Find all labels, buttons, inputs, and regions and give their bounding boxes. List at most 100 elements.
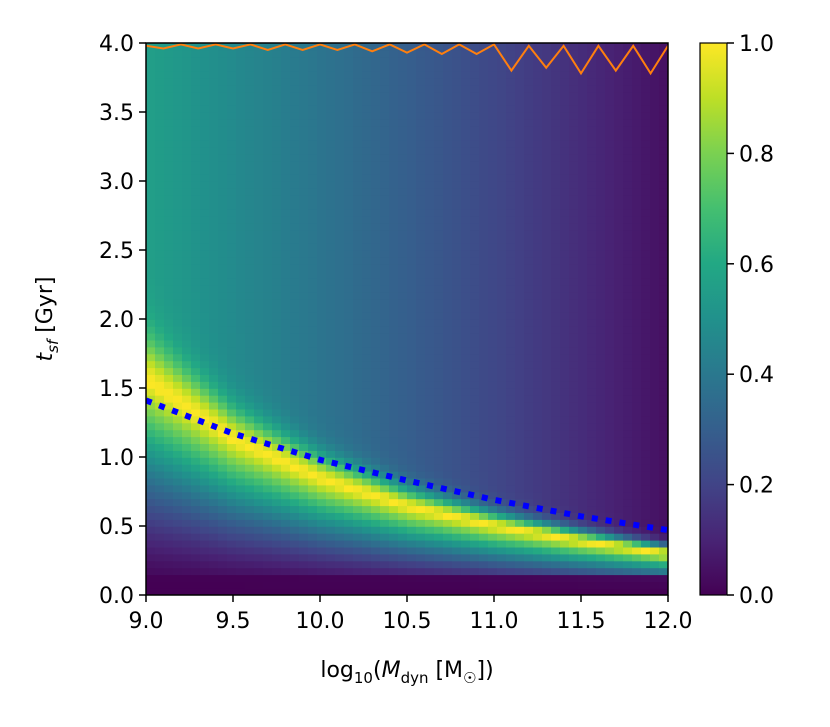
heatmap-cell (299, 450, 309, 458)
heatmap-cell (335, 581, 345, 589)
heatmap-cell (191, 77, 201, 86)
heatmap-cell (659, 567, 668, 576)
heatmap-cell (416, 201, 426, 210)
heatmap-cell (524, 298, 534, 306)
heatmap-cell (146, 270, 156, 279)
heatmap-cell (443, 146, 453, 155)
heatmap-cell (281, 491, 291, 500)
heatmap-cell (362, 215, 372, 224)
heatmap-cell (497, 298, 507, 306)
heatmap-cell (344, 49, 354, 58)
heatmap-cell (281, 553, 291, 562)
heatmap-cell (272, 98, 282, 106)
heatmap-cell (389, 243, 399, 251)
heatmap-cell (227, 553, 237, 562)
heatmap-cell (650, 77, 660, 86)
heatmap-cell (434, 553, 444, 562)
heatmap-cell (398, 332, 408, 341)
heatmap-cell (434, 505, 444, 513)
heatmap-cell (605, 105, 615, 113)
heatmap-cell (407, 181, 417, 189)
heatmap-cell (209, 539, 219, 548)
heatmap-cell (362, 539, 372, 548)
heatmap-cell (596, 319, 606, 327)
heatmap-cell (524, 429, 534, 438)
heatmap-cell (578, 56, 588, 65)
heatmap-cell (317, 450, 327, 458)
heatmap-cell (335, 194, 345, 203)
heatmap-cell (587, 505, 597, 513)
heatmap-cell (308, 436, 318, 444)
heatmap-cell (380, 588, 390, 595)
heatmap-cell (335, 222, 345, 231)
heatmap-cell (425, 243, 435, 251)
heatmap-cell (461, 222, 471, 231)
heatmap-cell (569, 388, 579, 396)
heatmap-cell (578, 298, 588, 306)
heatmap-cell (335, 181, 345, 189)
heatmap-cell (443, 91, 453, 99)
heatmap-cell (335, 229, 345, 237)
heatmap-cell (641, 118, 651, 127)
heatmap-cell (326, 498, 336, 507)
heatmap-cell (614, 77, 624, 86)
heatmap-cell (263, 436, 273, 444)
heatmap-cell (461, 546, 471, 555)
heatmap-cell (191, 63, 201, 72)
heatmap-cell (227, 298, 237, 306)
heatmap-cell (263, 222, 273, 231)
heatmap-cell (398, 243, 408, 251)
heatmap-cell (371, 236, 381, 244)
heatmap-cell (272, 70, 282, 79)
heatmap-cell (299, 401, 309, 410)
heatmap-cell (389, 125, 399, 134)
heatmap-cell (398, 187, 408, 196)
heatmap-cell (335, 574, 345, 582)
heatmap-cell (569, 298, 579, 306)
heatmap-cell (164, 360, 174, 369)
heatmap-cell (155, 153, 165, 162)
heatmap-cell (245, 298, 255, 306)
heatmap-cell (209, 284, 219, 293)
heatmap-cell (218, 381, 228, 389)
heatmap-cell (191, 229, 201, 237)
heatmap-cell (587, 153, 597, 162)
heatmap-cell (407, 360, 417, 369)
heatmap-cell (245, 160, 255, 168)
heatmap-cell (380, 477, 390, 486)
heatmap-cell (344, 581, 354, 589)
heatmap-cell (200, 201, 210, 210)
heatmap-cell (173, 125, 183, 134)
heatmap-cell (479, 250, 489, 258)
heatmap-cell (209, 250, 219, 258)
heatmap-cell (479, 360, 489, 369)
heatmap-cell (596, 43, 606, 51)
heatmap-cell (380, 346, 390, 355)
heatmap-cell (623, 353, 633, 362)
heatmap-cell (515, 415, 525, 424)
heatmap-cell (317, 229, 327, 237)
heatmap-cell (254, 560, 264, 569)
heatmap-cell (362, 167, 372, 175)
heatmap-cell (254, 388, 264, 396)
heatmap-cell (263, 498, 273, 507)
heatmap-cell (596, 312, 606, 320)
heatmap-cell (281, 298, 291, 306)
heatmap-cell (614, 160, 624, 168)
heatmap-cell (416, 270, 426, 279)
heatmap-cell (497, 215, 507, 224)
heatmap-cell (497, 581, 507, 589)
heatmap-cell (497, 56, 507, 65)
heatmap-cell (578, 215, 588, 224)
heatmap-cell (380, 63, 390, 72)
heatmap-cell (236, 463, 246, 472)
heatmap-cell (407, 63, 417, 72)
heatmap-cell (515, 256, 525, 265)
heatmap-cell (632, 250, 642, 258)
heatmap-cell (191, 91, 201, 99)
heatmap-cell (524, 291, 534, 300)
heatmap-cell (578, 222, 588, 231)
heatmap-cell (155, 319, 165, 327)
heatmap-cell (281, 457, 291, 465)
heatmap-cell (560, 422, 570, 431)
